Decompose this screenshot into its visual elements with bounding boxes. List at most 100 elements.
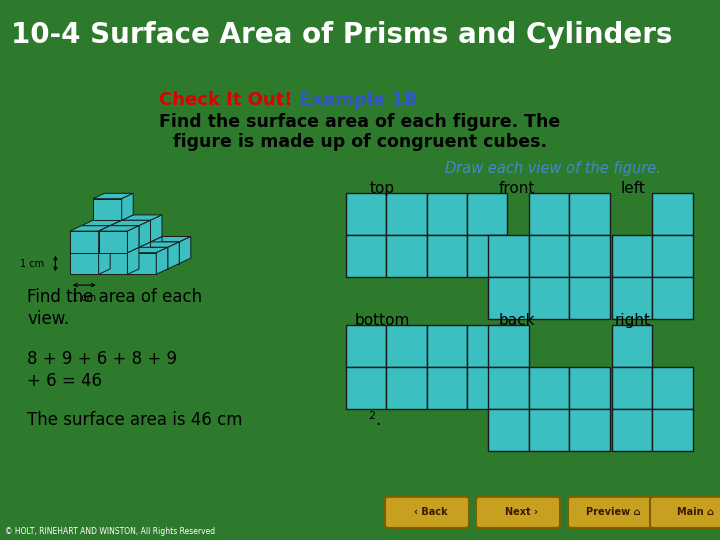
Bar bbox=[386, 325, 426, 367]
Text: ‹ Back: ‹ Back bbox=[414, 508, 447, 517]
Bar bbox=[426, 325, 467, 367]
Polygon shape bbox=[150, 242, 179, 264]
Bar bbox=[488, 277, 528, 319]
Polygon shape bbox=[70, 231, 99, 253]
Polygon shape bbox=[81, 242, 122, 247]
Bar bbox=[570, 409, 610, 451]
Text: .: . bbox=[375, 411, 381, 429]
Bar bbox=[488, 325, 528, 367]
Polygon shape bbox=[93, 215, 133, 220]
Bar bbox=[488, 409, 528, 451]
Polygon shape bbox=[122, 220, 150, 242]
Text: Preview ⌂: Preview ⌂ bbox=[586, 508, 641, 517]
Bar bbox=[528, 409, 570, 451]
Bar bbox=[386, 193, 426, 235]
Bar bbox=[467, 325, 508, 367]
Text: Main ⌂: Main ⌂ bbox=[677, 508, 714, 517]
Polygon shape bbox=[81, 247, 110, 269]
Polygon shape bbox=[99, 231, 127, 253]
Polygon shape bbox=[150, 237, 191, 242]
Bar bbox=[652, 235, 693, 277]
Polygon shape bbox=[168, 242, 179, 269]
Bar bbox=[346, 235, 386, 277]
Polygon shape bbox=[99, 226, 110, 253]
Bar bbox=[386, 367, 426, 409]
Polygon shape bbox=[139, 242, 150, 269]
Bar bbox=[611, 277, 652, 319]
Text: 2: 2 bbox=[368, 411, 375, 421]
Text: bottom: bottom bbox=[354, 313, 410, 328]
Polygon shape bbox=[70, 247, 110, 253]
Polygon shape bbox=[156, 247, 168, 274]
Polygon shape bbox=[93, 199, 122, 220]
Text: Example 1B: Example 1B bbox=[294, 91, 418, 109]
Text: front: front bbox=[499, 181, 535, 196]
Polygon shape bbox=[127, 247, 139, 274]
Text: + 6 = 46: + 6 = 46 bbox=[27, 372, 102, 390]
Bar bbox=[426, 235, 467, 277]
Text: 1 cm: 1 cm bbox=[20, 259, 45, 268]
Polygon shape bbox=[150, 215, 162, 242]
Text: right: right bbox=[615, 313, 651, 328]
Bar bbox=[528, 235, 570, 277]
Bar bbox=[346, 193, 386, 235]
Text: back: back bbox=[499, 313, 536, 328]
Text: figure is made up of congruent cubes.: figure is made up of congruent cubes. bbox=[173, 133, 547, 151]
Polygon shape bbox=[70, 226, 110, 231]
Bar bbox=[570, 193, 610, 235]
FancyBboxPatch shape bbox=[476, 497, 560, 528]
Text: Next ›: Next › bbox=[505, 508, 538, 517]
Bar bbox=[570, 235, 610, 277]
Bar bbox=[488, 367, 528, 409]
FancyBboxPatch shape bbox=[385, 497, 469, 528]
Bar bbox=[570, 367, 610, 409]
Polygon shape bbox=[122, 237, 162, 242]
Bar bbox=[386, 235, 426, 277]
Bar bbox=[346, 367, 386, 409]
Polygon shape bbox=[127, 247, 168, 253]
Bar bbox=[426, 193, 467, 235]
Bar bbox=[652, 367, 693, 409]
Text: 1 cm: 1 cm bbox=[72, 293, 96, 303]
Polygon shape bbox=[81, 226, 110, 247]
Polygon shape bbox=[127, 253, 156, 274]
Bar bbox=[467, 193, 508, 235]
Text: Check It Out!: Check It Out! bbox=[159, 91, 292, 109]
Bar bbox=[652, 193, 693, 235]
Polygon shape bbox=[99, 247, 110, 274]
Text: Find the area of each: Find the area of each bbox=[27, 288, 202, 306]
Polygon shape bbox=[99, 247, 139, 253]
Polygon shape bbox=[150, 237, 162, 264]
Bar bbox=[528, 193, 570, 235]
Polygon shape bbox=[110, 220, 150, 226]
Polygon shape bbox=[81, 220, 122, 226]
FancyBboxPatch shape bbox=[650, 497, 720, 528]
Polygon shape bbox=[122, 237, 133, 264]
Text: Find the surface area of each figure. The: Find the surface area of each figure. Th… bbox=[159, 113, 561, 131]
Text: left: left bbox=[621, 181, 645, 196]
FancyBboxPatch shape bbox=[568, 497, 652, 528]
Bar bbox=[467, 367, 508, 409]
Bar bbox=[611, 235, 652, 277]
Polygon shape bbox=[110, 242, 122, 269]
Bar bbox=[346, 325, 386, 367]
Bar bbox=[611, 367, 652, 409]
Polygon shape bbox=[139, 220, 150, 247]
Bar bbox=[611, 325, 652, 367]
Polygon shape bbox=[70, 253, 99, 274]
Text: Draw each view of the figure.: Draw each view of the figure. bbox=[445, 161, 661, 176]
Polygon shape bbox=[122, 193, 133, 220]
Polygon shape bbox=[122, 215, 162, 220]
Polygon shape bbox=[93, 220, 122, 242]
Polygon shape bbox=[110, 247, 139, 269]
Polygon shape bbox=[122, 215, 133, 242]
Polygon shape bbox=[110, 242, 150, 247]
Text: © HOLT, RINEHART AND WINSTON, All Rights Reserved: © HOLT, RINEHART AND WINSTON, All Rights… bbox=[5, 527, 215, 536]
Polygon shape bbox=[93, 237, 133, 242]
Bar bbox=[611, 409, 652, 451]
Polygon shape bbox=[110, 220, 122, 247]
Polygon shape bbox=[99, 226, 139, 231]
Text: The surface area is 46 cm: The surface area is 46 cm bbox=[27, 411, 243, 429]
Bar bbox=[467, 235, 508, 277]
Polygon shape bbox=[139, 242, 179, 247]
